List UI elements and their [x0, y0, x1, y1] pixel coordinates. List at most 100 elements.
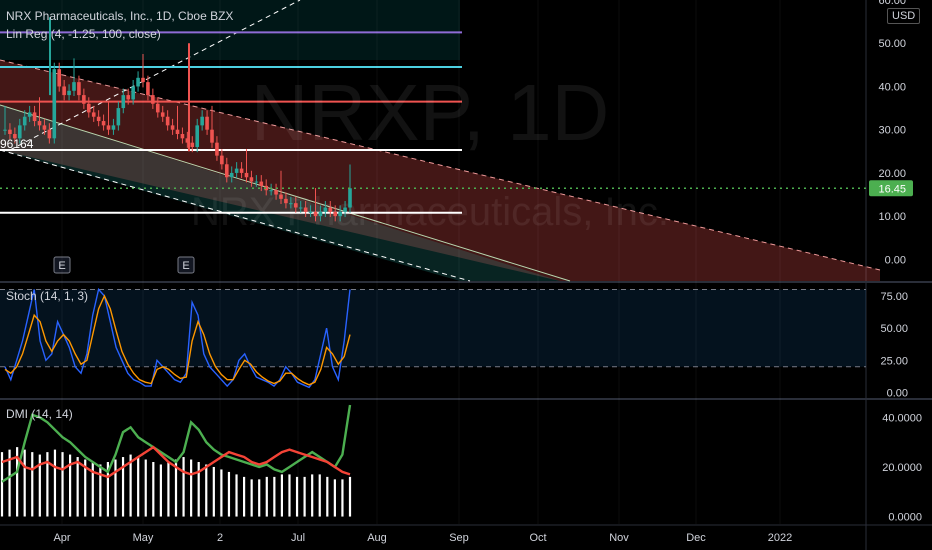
- candle-body: [106, 125, 111, 130]
- candle-body: [72, 82, 76, 91]
- candle-body: [323, 207, 328, 212]
- time-axis-tick: Jul: [291, 532, 305, 544]
- currency-button[interactable]: USD: [887, 8, 921, 24]
- candle-body: [293, 203, 298, 208]
- candle-body: [27, 112, 32, 117]
- candle-body: [151, 95, 155, 104]
- stoch-legend[interactable]: Stoch (14, 1, 3): [6, 289, 89, 303]
- candle-body: [32, 112, 37, 122]
- candle-body: [318, 211, 323, 217]
- candle-body: [279, 194, 283, 199]
- candle-body: [37, 121, 42, 126]
- candle-body: [185, 138, 190, 143]
- candle-body: [96, 116, 101, 122]
- price-axis-tick: 30.00: [878, 125, 906, 137]
- chart-title[interactable]: NRX Pharmaceuticals, Inc., 1D, Cboe BZX: [6, 9, 234, 23]
- candle-body: [175, 129, 180, 135]
- candle-body: [333, 211, 338, 217]
- candle-body: [195, 125, 200, 147]
- upper-zone-fill: [0, 0, 460, 60]
- watermark-name: NRX Pharmaceuticals, Inc.: [191, 190, 669, 234]
- candle-body: [141, 77, 145, 83]
- last-price-label: 16.45: [878, 183, 906, 195]
- candle-body: [269, 190, 273, 192]
- stoch-series-D: [4, 294, 351, 386]
- channel-upper-line: [0, 59, 881, 271]
- dmi-axis-tick: 20.0000: [882, 462, 922, 474]
- candle-body: [328, 207, 333, 212]
- price-axis-tick: 0.00: [885, 254, 906, 266]
- candle-body: [42, 125, 47, 130]
- candle-body: [13, 134, 17, 139]
- stoch-axis-tick: 50.00: [880, 323, 908, 335]
- candle-body: [8, 129, 12, 135]
- candle-body: [303, 207, 308, 212]
- price-axis-tick: 40.00: [878, 81, 906, 93]
- dmi-axis-tick: 40.0000: [882, 412, 922, 424]
- time-axis-tick: Aug: [367, 532, 387, 544]
- candle-body: [234, 168, 239, 173]
- time-axis-tick: Nov: [609, 532, 629, 544]
- candle-body: [155, 103, 160, 113]
- earnings-marker-label: E: [182, 260, 189, 272]
- candle-body: [190, 142, 195, 147]
- candle-body: [348, 188, 352, 208]
- candle-body: [116, 108, 121, 126]
- watermark-symbol: NRXP, 1D: [251, 68, 610, 157]
- dmi-legend[interactable]: DMI (14, 14): [6, 407, 73, 421]
- candle-body: [200, 116, 204, 126]
- candle-body: [77, 82, 81, 96]
- candle-body: [101, 121, 106, 126]
- candle-body: [17, 125, 22, 139]
- candle-body: [131, 86, 135, 100]
- candle-body: [259, 181, 264, 186]
- linreg-legend[interactable]: Lin Reg (4, -1.25, 100, close): [6, 27, 161, 41]
- candle-body: [160, 112, 165, 117]
- dmi-axis-tick: 0.0000: [888, 512, 922, 524]
- candle-body: [136, 77, 140, 87]
- candle-body: [170, 125, 175, 130]
- last-price-badge: [869, 180, 913, 197]
- candle-body: [165, 116, 170, 126]
- candle-body: [180, 134, 185, 139]
- price-axis-tick: 50.00: [878, 38, 906, 50]
- candle-body: [57, 69, 62, 87]
- earnings-marker-label: E: [58, 260, 65, 272]
- candle-body: [254, 181, 259, 183]
- earnings-marker: [177, 256, 195, 274]
- time-axis-tick: May: [133, 532, 154, 544]
- time-axis-tick: Sep: [449, 532, 469, 544]
- candle-body: [67, 90, 71, 96]
- upper-channel-fill: [0, 60, 880, 281]
- candle-body: [284, 198, 288, 204]
- time-axis-tick: Apr: [53, 532, 70, 544]
- candle-body: [52, 69, 57, 139]
- candle-body: [244, 172, 249, 178]
- candle-body: [343, 207, 347, 212]
- candle-body: [205, 116, 209, 130]
- earnings-marker: [53, 256, 71, 274]
- channel-mid-line: [0, 104, 571, 282]
- candle-body: [338, 211, 342, 217]
- candle-body: [224, 164, 229, 178]
- candle-body: [249, 177, 254, 182]
- candle-body: [22, 116, 27, 126]
- candle-body: [62, 86, 66, 96]
- stoch-band-fill: [0, 289, 866, 367]
- lower-channel-fill: [0, 105, 560, 281]
- candle-body: [82, 95, 86, 104]
- candle-body: [229, 172, 234, 178]
- left-label: 96164: [0, 137, 34, 151]
- time-axis-tick: Dec: [686, 532, 706, 544]
- channel-lower-line: [0, 149, 471, 282]
- candle-body: [313, 211, 318, 217]
- candle-body: [126, 95, 131, 100]
- candle-body: [121, 95, 126, 109]
- candle-body: [47, 129, 52, 139]
- stoch-axis-tick: 0.00: [887, 388, 908, 400]
- candle-body: [215, 142, 219, 156]
- dmi-series--DI: [1, 445, 351, 479]
- stoch-axis-tick: 25.00: [880, 355, 908, 367]
